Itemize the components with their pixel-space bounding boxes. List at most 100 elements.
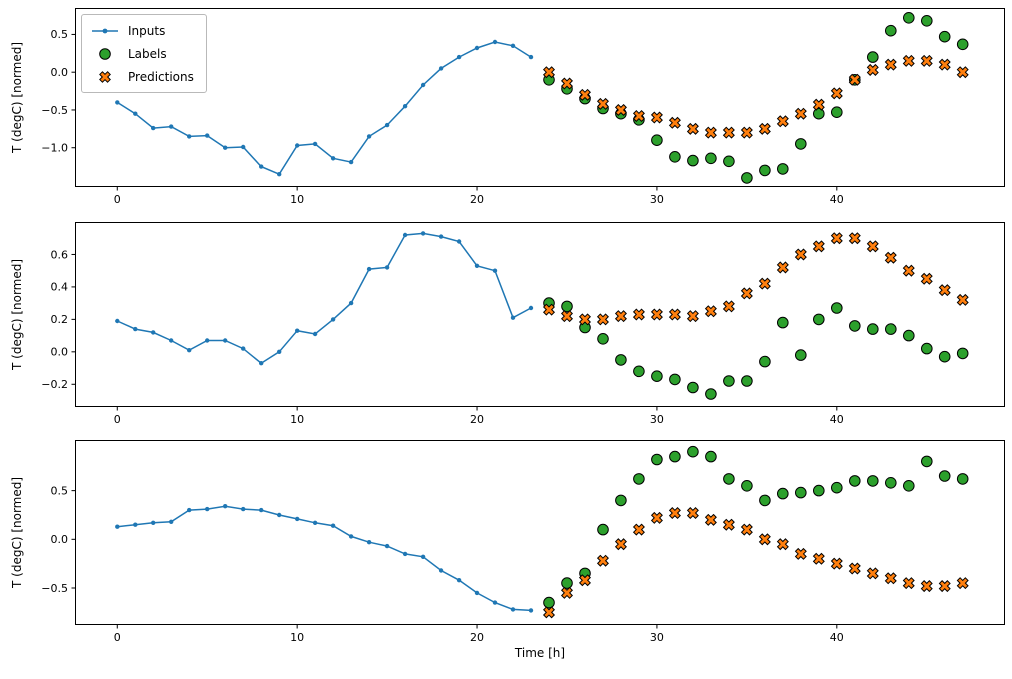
inputs-point bbox=[366, 134, 372, 139]
predictions-point bbox=[668, 507, 681, 520]
legend-x-glyph bbox=[99, 70, 111, 83]
labels-point bbox=[651, 453, 663, 466]
inputs-point bbox=[474, 590, 480, 596]
inputs-point bbox=[295, 516, 300, 522]
inputs-point bbox=[115, 100, 120, 105]
inputs-point bbox=[330, 317, 336, 322]
labels-point bbox=[956, 38, 969, 51]
labels-point bbox=[938, 30, 951, 43]
labels-point bbox=[956, 473, 969, 485]
predictions-point bbox=[650, 511, 663, 524]
predictions-point bbox=[830, 87, 843, 100]
plot-frame bbox=[75, 440, 1005, 625]
y-tick-label: 0.5 bbox=[51, 28, 69, 41]
predictions-point bbox=[542, 606, 556, 619]
labels-point bbox=[723, 375, 735, 387]
labels-circle-marker-icon bbox=[90, 47, 120, 61]
labels-point bbox=[885, 24, 897, 37]
inputs-point bbox=[456, 54, 462, 60]
labels-point bbox=[651, 134, 663, 146]
inputs-point bbox=[312, 331, 318, 337]
inputs-point bbox=[348, 159, 354, 165]
inputs-point bbox=[384, 265, 390, 270]
predictions-point bbox=[704, 126, 717, 139]
labels-point bbox=[669, 373, 681, 386]
predictions-point bbox=[956, 577, 969, 590]
x-tick-label: 40 bbox=[830, 413, 844, 426]
inputs-point bbox=[348, 300, 354, 306]
inputs-line bbox=[116, 232, 532, 365]
predictions-point bbox=[542, 66, 556, 79]
predictions-point bbox=[578, 313, 591, 326]
labels-point bbox=[813, 313, 825, 326]
labels-point bbox=[867, 51, 879, 63]
predictions-point bbox=[848, 73, 861, 86]
inputs-point bbox=[384, 543, 390, 549]
labels-point bbox=[777, 487, 789, 500]
subplot-3: T (degC) [normed] 0 10 20 30 40 0.5 0.0 −0.5 bbox=[0, 440, 1012, 651]
predictions-point bbox=[902, 264, 915, 277]
x-tick-label: 30 bbox=[650, 413, 664, 426]
predictions-point bbox=[830, 557, 843, 570]
y-tick-label: −0.5 bbox=[41, 582, 68, 595]
labels-point bbox=[867, 475, 879, 487]
inputs-point bbox=[151, 520, 156, 525]
predictions-point bbox=[722, 300, 735, 313]
inputs-point bbox=[474, 45, 480, 51]
predictions-point bbox=[686, 310, 699, 323]
labels-point bbox=[759, 494, 771, 507]
predictions-point bbox=[560, 77, 573, 90]
y-tick-label: 0.0 bbox=[51, 346, 69, 359]
y-tick-label: −0.5 bbox=[41, 104, 68, 117]
predictions-point bbox=[848, 562, 861, 575]
predictions-point bbox=[920, 54, 933, 67]
labels-point bbox=[687, 154, 699, 167]
predictions-point bbox=[740, 287, 753, 300]
plot-frame bbox=[75, 8, 1005, 187]
x-tick-label: 10 bbox=[290, 193, 304, 206]
inputs-point bbox=[510, 315, 516, 320]
inputs-point bbox=[223, 338, 228, 343]
labels-point bbox=[921, 342, 933, 355]
inputs-point bbox=[259, 164, 264, 169]
inputs-point bbox=[295, 143, 300, 148]
x-tick-label: 20 bbox=[470, 193, 484, 206]
inputs-point bbox=[169, 338, 174, 343]
predictions-point bbox=[938, 58, 951, 71]
y-tick-label: 0.4 bbox=[51, 281, 69, 294]
labels-point bbox=[669, 151, 681, 163]
labels-point bbox=[759, 164, 771, 177]
inputs-point bbox=[241, 346, 246, 351]
predictions-point bbox=[884, 58, 897, 71]
inputs-point bbox=[169, 124, 174, 129]
inputs-point bbox=[528, 608, 534, 613]
inputs-point bbox=[187, 507, 192, 513]
predictions-point bbox=[758, 277, 771, 290]
predictions-point bbox=[776, 538, 789, 551]
predictions-point bbox=[794, 547, 807, 560]
predictions-point bbox=[812, 240, 825, 253]
legend-item-predictions: Predictions bbox=[90, 67, 194, 86]
plot-frame bbox=[75, 222, 1005, 407]
labels-point bbox=[615, 354, 627, 366]
labels-point bbox=[849, 475, 861, 487]
predictions-point bbox=[560, 586, 573, 599]
inputs-point bbox=[420, 554, 426, 559]
legend-label-inputs: Inputs bbox=[128, 23, 166, 38]
predictions-point bbox=[812, 98, 825, 111]
labels-point bbox=[633, 365, 645, 378]
inputs-point bbox=[438, 234, 444, 239]
legend-item-labels: Labels bbox=[90, 44, 194, 63]
predictions-point bbox=[758, 533, 771, 546]
inputs-point bbox=[492, 600, 498, 605]
x-tick-label: 10 bbox=[290, 413, 304, 426]
labels-point bbox=[956, 347, 969, 360]
predictions-point bbox=[920, 272, 933, 285]
labels-point bbox=[849, 320, 861, 332]
inputs-point bbox=[277, 172, 282, 177]
inputs-point bbox=[492, 268, 498, 273]
legend-label-labels: Labels bbox=[128, 46, 167, 61]
inputs-point bbox=[510, 607, 516, 612]
predictions-point bbox=[704, 513, 717, 526]
x-tick-label: 20 bbox=[470, 413, 484, 426]
